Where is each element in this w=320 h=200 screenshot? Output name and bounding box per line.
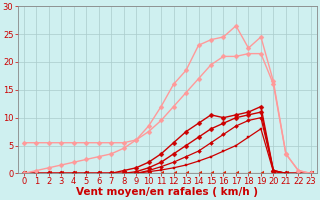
X-axis label: Vent moyen/en rafales ( km/h ): Vent moyen/en rafales ( km/h ) [76, 187, 258, 197]
